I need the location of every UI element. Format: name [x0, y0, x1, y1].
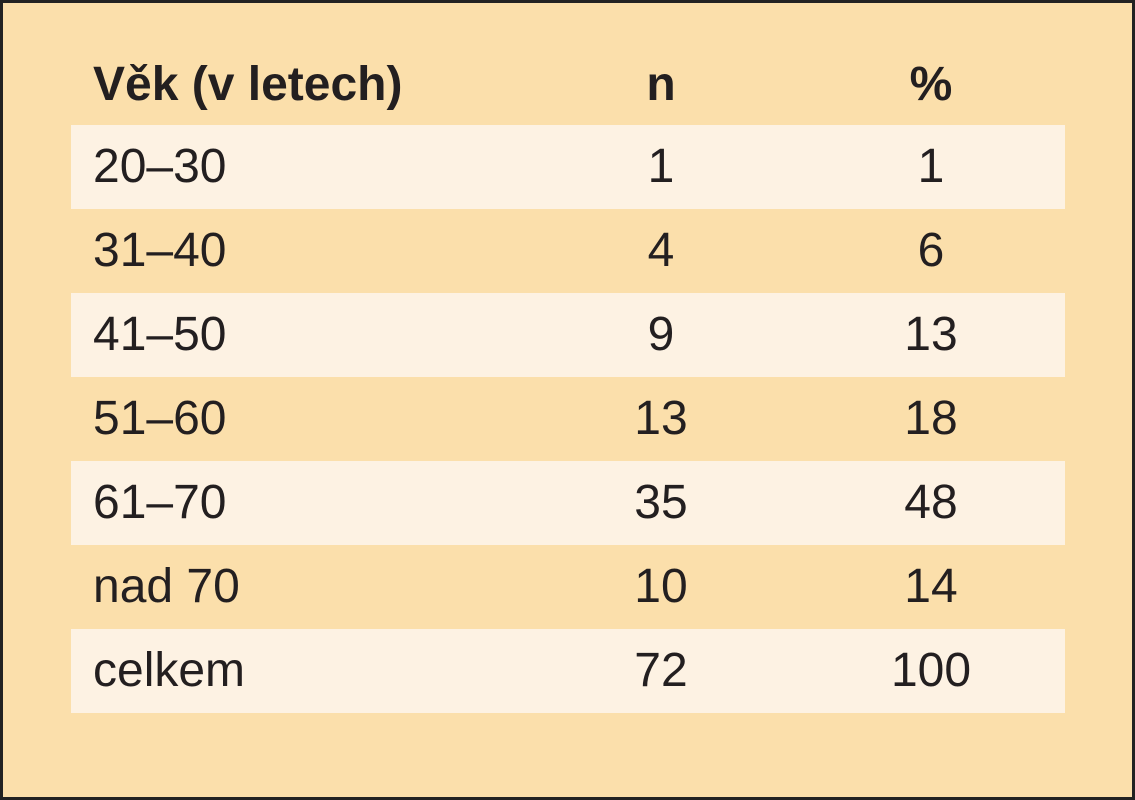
header-row: Věk (v letech) n%: [71, 43, 1065, 127]
row-label: 31–40: [93, 224, 227, 277]
table-row: 20–30 1 1: [71, 125, 1065, 209]
row-label: 51–60: [93, 392, 227, 445]
row-label: 41–50: [93, 308, 227, 361]
cell-value: 13: [904, 308, 958, 361]
cell-value: 13: [634, 392, 688, 445]
cell-value: 4: [647, 224, 675, 277]
cell-value: 14: [904, 560, 958, 613]
table-row: 51–60 13 18: [71, 377, 1065, 461]
cell-value: 100: [890, 644, 972, 697]
table-row: nad 70 10 14: [71, 545, 1065, 629]
row-label: nad 70: [93, 560, 240, 613]
table-row: 61–70 35 48: [71, 461, 1065, 545]
cell-value: 48: [904, 476, 958, 529]
cell-value: 1: [917, 140, 945, 193]
cell-value: n: [646, 58, 676, 111]
cell-value: %: [909, 58, 953, 111]
row-label: 20–30: [93, 140, 227, 193]
cell-value: 18: [904, 392, 958, 445]
cell-value: 72: [634, 644, 688, 697]
row-label: Věk (v letech): [93, 58, 403, 111]
table-row: 41–50 9 13: [71, 293, 1065, 377]
table-row: 31–40 4 6: [71, 209, 1065, 293]
row-label: 61–70: [93, 476, 227, 529]
cell-value: 35: [634, 476, 688, 529]
table-row: celkem 72 100: [71, 629, 1065, 713]
cell-value: 6: [917, 224, 945, 277]
cell-value: 1: [647, 140, 675, 193]
cell-value: 10: [634, 560, 688, 613]
cell-value: 9: [647, 308, 675, 361]
row-label: celkem: [93, 644, 246, 697]
